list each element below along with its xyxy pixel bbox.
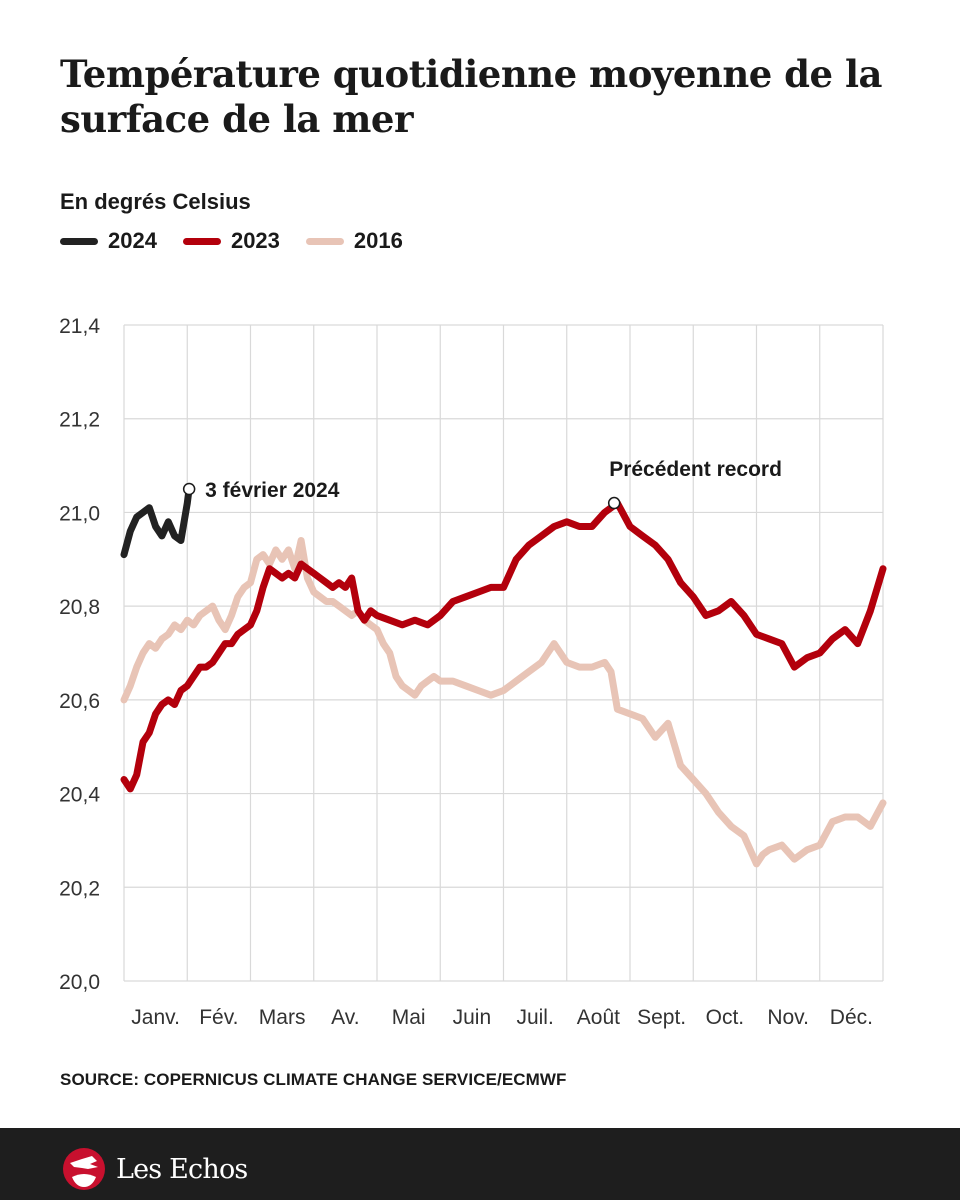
- legend-swatch-2023: [182, 237, 221, 245]
- y-tick-label: 21,0: [59, 502, 100, 525]
- chart-title: Température quotidienne moyenne de la su…: [60, 52, 882, 141]
- series-line-2023: [120, 499, 887, 793]
- chart-subtitle: En degrés Celsius: [60, 189, 251, 214]
- annotation-label: 3 février 2024: [205, 479, 340, 502]
- annotation-label: Précédent record: [609, 458, 782, 481]
- legend-item-2024: 2024: [60, 228, 157, 254]
- x-tick-label: Août: [577, 1006, 620, 1029]
- y-tick-label: 21,4: [59, 315, 100, 338]
- annotation-marker: [607, 496, 621, 510]
- x-axis-ticks: Janv. Fév. Mars Av. Mai Juin Juil. Août Sept. Oct…: [131, 1006, 873, 1029]
- footer-bar: [0, 1128, 960, 1200]
- y-tick-label: 21,2: [59, 409, 100, 432]
- legend-item-2016: 2016: [305, 228, 403, 254]
- x-tick-label: Mai: [392, 1006, 426, 1029]
- y-tick-label: 20,8: [59, 596, 100, 619]
- line-chart: 20,0 20,2 20,4 20,6 20,8 21,0 21,2 21,4 Janv. Fé…: [59, 315, 887, 1029]
- annotation-marker: [182, 482, 196, 496]
- series-lines: [120, 485, 887, 868]
- legend: 2024 2023 2016: [60, 228, 403, 254]
- y-tick-label: 20,6: [59, 690, 100, 713]
- brand-logo: Les Echos: [62, 1147, 248, 1191]
- y-tick-label: 20,2: [59, 877, 100, 900]
- series-line-2024: [120, 485, 193, 559]
- legend-label-2024: 2024: [108, 228, 157, 253]
- x-tick-label: Av.: [331, 1006, 359, 1029]
- gridlines: [123, 324, 884, 982]
- les-echos-logo-icon: [63, 1148, 105, 1190]
- legend-swatch-2016: [305, 237, 344, 245]
- series-line-2016: [120, 537, 887, 868]
- source-note: SOURCE: COPERNICUS CLIMATE CHANGE SERVIC…: [60, 1070, 567, 1089]
- y-tick-label: 20,0: [59, 971, 100, 994]
- brand-name: Les Echos: [116, 1153, 248, 1185]
- x-tick-label: Nov.: [767, 1006, 809, 1029]
- x-tick-label: Mars: [259, 1006, 306, 1029]
- x-tick-label: Janv.: [131, 1006, 180, 1029]
- annotations: 3 février 2024 Précédent record: [182, 458, 782, 510]
- x-tick-label: Déc.: [830, 1006, 873, 1029]
- y-axis-ticks: 20,0 20,2 20,4 20,6 20,8 21,0 21,2 21,4: [59, 315, 100, 994]
- x-tick-label: Oct.: [706, 1006, 745, 1029]
- y-tick-label: 20,4: [59, 784, 100, 807]
- legend-swatch-2024: [60, 237, 98, 245]
- x-tick-label: Juin: [453, 1006, 492, 1029]
- x-tick-label: Fév.: [199, 1006, 238, 1029]
- legend-label-2023: 2023: [230, 228, 280, 253]
- x-tick-label: Juil.: [516, 1006, 553, 1029]
- legend-label-2016: 2016: [353, 228, 403, 253]
- x-tick-label: Sept.: [637, 1006, 686, 1029]
- legend-item-2023: 2023: [182, 228, 280, 254]
